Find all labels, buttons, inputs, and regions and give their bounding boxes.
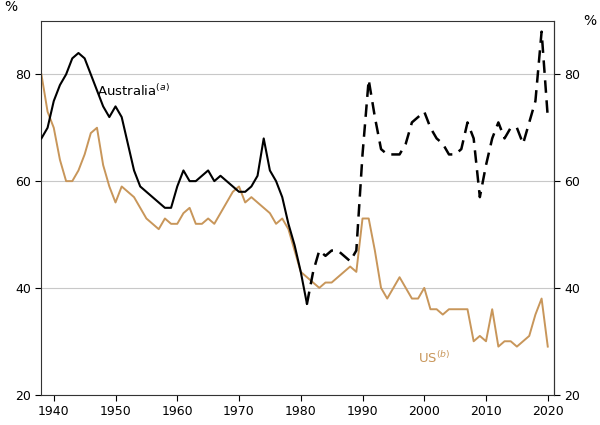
Y-axis label: %: % (583, 14, 596, 28)
Y-axis label: %: % (4, 0, 17, 14)
Text: US$^{(b)}$: US$^{(b)}$ (418, 350, 451, 366)
Text: Australia$^{(a)}$: Australia$^{(a)}$ (97, 83, 170, 99)
